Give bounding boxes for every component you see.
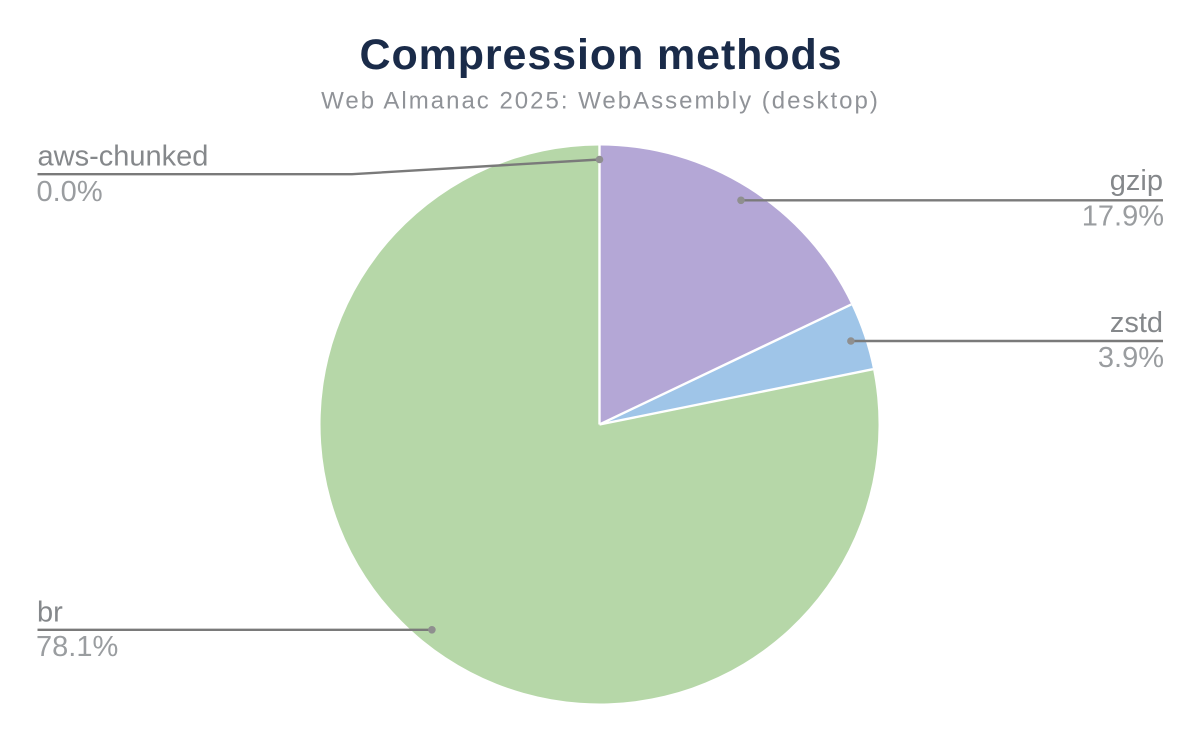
svg-text:br: br <box>37 596 63 628</box>
svg-text:78.1%: 78.1% <box>36 631 118 663</box>
svg-text:3.9%: 3.9% <box>1098 342 1164 374</box>
svg-text:Web Almanac 2025: WebAssembly: Web Almanac 2025: WebAssembly (desktop) <box>321 87 880 114</box>
svg-text:Compression methods: Compression methods <box>359 31 842 79</box>
svg-text:0.0%: 0.0% <box>37 176 103 208</box>
svg-text:aws-chunked: aws-chunked <box>38 140 209 172</box>
svg-text:17.9%: 17.9% <box>1082 200 1164 232</box>
svg-text:zstd: zstd <box>1110 307 1163 339</box>
svg-text:gzip: gzip <box>1110 165 1163 197</box>
